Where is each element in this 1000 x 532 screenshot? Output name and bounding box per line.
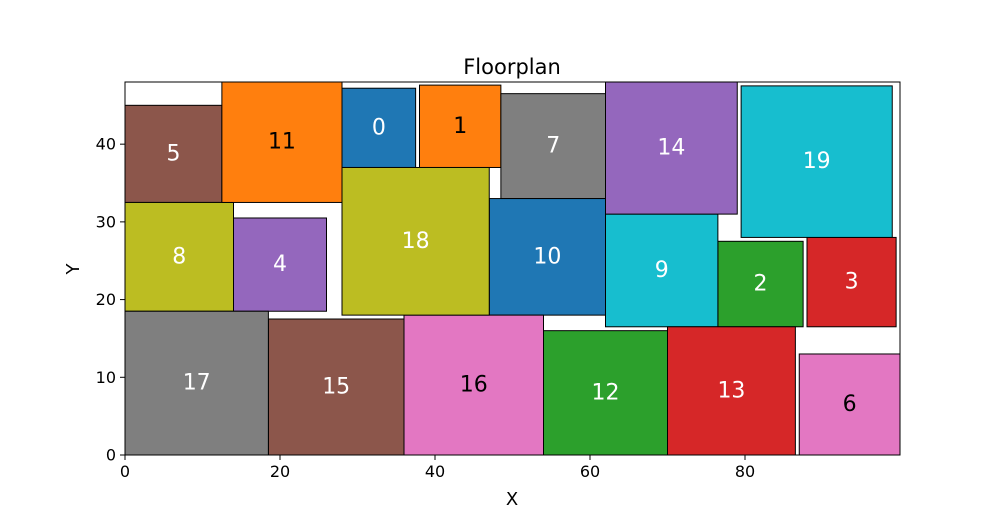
y-tick-label: 10 xyxy=(96,368,116,387)
room-label-17: 17 xyxy=(183,371,211,396)
room-rect-17 xyxy=(124,310,269,456)
room-label-0: 0 xyxy=(372,115,386,140)
room-1: 1 xyxy=(419,84,502,168)
room-label-4: 4 xyxy=(273,252,287,277)
room-rect-10 xyxy=(488,198,606,316)
room-rect-1 xyxy=(419,84,502,168)
y-tick-label: 0 xyxy=(106,446,116,465)
room-rect-13 xyxy=(667,326,796,456)
room-rect-3 xyxy=(806,236,897,328)
room-rect-18 xyxy=(341,166,490,316)
room-label-2: 2 xyxy=(754,272,768,297)
x-tick-label: 20 xyxy=(270,462,290,481)
y-axis: 0 10 20 30 40 xyxy=(96,135,125,465)
room-rect-16 xyxy=(403,314,544,456)
room-0: 0 xyxy=(341,87,417,168)
y-axis-label: Y xyxy=(63,263,84,276)
room-4: 4 xyxy=(233,217,327,312)
room-rect-4 xyxy=(233,217,327,312)
room-13: 13 xyxy=(667,326,796,456)
y-tick-label: 20 xyxy=(96,290,116,309)
room-rect-9 xyxy=(605,213,719,328)
room-label-15: 15 xyxy=(322,375,350,400)
room-5: 5 xyxy=(124,104,223,203)
plot-frame xyxy=(124,81,901,456)
x-tick-label: 40 xyxy=(425,462,445,481)
room-6: 6 xyxy=(798,353,901,456)
room-12: 12 xyxy=(543,330,668,456)
x-axis: 0 20 40 60 80 xyxy=(120,455,755,481)
x-tick-label: 0 xyxy=(120,462,130,481)
room-8: 8 xyxy=(124,201,234,312)
room-label-14: 14 xyxy=(657,136,685,161)
y-tick-label: 30 xyxy=(96,212,116,231)
room-label-13: 13 xyxy=(717,378,745,403)
room-label-7: 7 xyxy=(546,134,560,159)
x-axis-label: X xyxy=(506,489,518,510)
room-17: 17 xyxy=(124,310,269,456)
room-16: 16 xyxy=(403,314,544,456)
room-rect-0 xyxy=(341,87,417,168)
room-label-12: 12 xyxy=(592,380,620,405)
room-label-10: 10 xyxy=(533,244,561,269)
room-rect-12 xyxy=(543,330,668,456)
room-label-16: 16 xyxy=(460,373,488,398)
room-label-1: 1 xyxy=(453,114,467,139)
room-10: 10 xyxy=(488,198,606,316)
room-11: 11 xyxy=(221,81,343,203)
room-3: 3 xyxy=(806,236,897,328)
x-tick-label: 60 xyxy=(580,462,600,481)
room-9: 9 xyxy=(605,213,719,328)
room-rect-2 xyxy=(717,240,804,328)
room-19: 19 xyxy=(740,85,893,238)
room-label-3: 3 xyxy=(845,270,859,295)
room-18: 18 xyxy=(341,166,490,316)
room-2: 2 xyxy=(717,240,804,328)
room-label-8: 8 xyxy=(172,244,186,269)
x-tick-label: 80 xyxy=(735,462,755,481)
room-label-5: 5 xyxy=(166,141,180,166)
room-label-9: 9 xyxy=(655,258,669,283)
room-label-11: 11 xyxy=(268,130,296,155)
room-label-18: 18 xyxy=(402,229,430,254)
room-rect-11 xyxy=(221,81,343,203)
room-14: 14 xyxy=(605,81,738,215)
room-label-19: 19 xyxy=(803,149,831,174)
room-rect-14 xyxy=(605,81,738,215)
room-rect-7 xyxy=(500,93,606,200)
room-rect-5 xyxy=(124,104,223,203)
room-15: 15 xyxy=(267,318,405,456)
chart-title: Floorplan xyxy=(463,55,561,79)
y-tick-label: 40 xyxy=(96,135,116,154)
room-rect-19 xyxy=(740,85,893,238)
room-label-6: 6 xyxy=(843,392,857,417)
room-7: 7 xyxy=(500,93,606,200)
